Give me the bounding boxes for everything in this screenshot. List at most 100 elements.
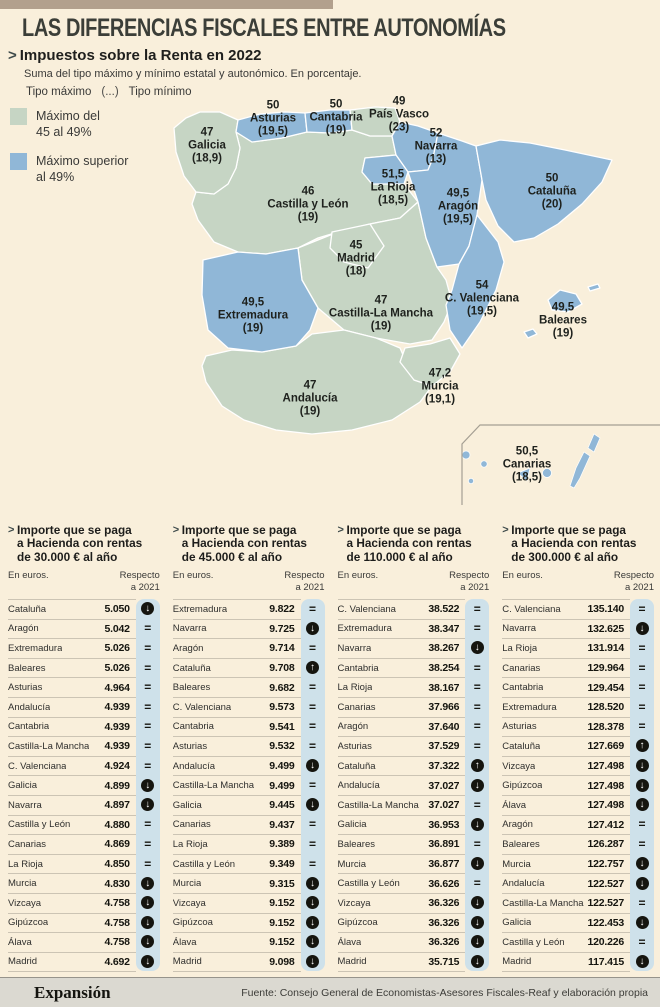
change-vs-2021-icon: [309, 779, 316, 791]
change-cell: [300, 873, 325, 893]
change-cell: [465, 677, 490, 697]
change-cell: [465, 834, 490, 854]
amount-value: 37.640: [428, 720, 460, 733]
table-row: Vizcaya 127.498: [502, 755, 654, 776]
amount-value: 38.254: [428, 662, 460, 675]
change-cell: [630, 775, 654, 795]
table-row: Cataluña 127.669: [502, 736, 654, 756]
table-row: Galicia 4.899: [8, 775, 160, 795]
change-cell: [300, 951, 325, 972]
change-cell: [135, 912, 160, 933]
amount-value: 127.669: [587, 740, 624, 753]
region-name: Vizcaya: [502, 760, 536, 772]
amount-value: 9.445: [269, 799, 295, 812]
amount-value: 4.758: [104, 897, 130, 910]
region-name: Canarias: [172, 819, 211, 831]
change-vs-2021-icon: [474, 720, 481, 732]
change-cell: [135, 696, 160, 717]
change-vs-2021-icon: [144, 701, 151, 713]
table-title: Importe que se paga a Hacienda con renta…: [511, 523, 637, 564]
region-c-valenciana-shape: [445, 214, 505, 349]
change-vs-2021-icon: [638, 662, 645, 674]
region-name: Navarra: [172, 623, 207, 635]
bullet-arrow-icon: >: [8, 47, 17, 64]
change-vs-2021-icon: [144, 720, 151, 732]
legend-label: Máximo del 45 al 49%: [36, 109, 100, 140]
change-vs-2021-icon: [638, 681, 645, 693]
change-cell: [135, 736, 160, 756]
change-vs-2021-icon: [144, 642, 151, 654]
amount-value: 4.758: [104, 916, 130, 929]
change-cell: [465, 696, 490, 717]
amount-value: 117.415: [588, 955, 624, 968]
table-row: C. Valenciana 135.140: [502, 599, 654, 619]
region-name: Galicia: [8, 780, 38, 792]
region-name: Aragón: [8, 623, 39, 635]
change-cell: [135, 794, 160, 815]
change-vs-2021-icon: [309, 818, 316, 830]
region-name: Castilla y León: [337, 878, 400, 890]
compare-label: Respecto a 2021: [449, 570, 490, 593]
amount-value: 122.527: [587, 897, 624, 910]
change-cell: [135, 657, 160, 678]
change-vs-2021-icon: [141, 602, 155, 616]
amount-value: 9.152: [269, 897, 295, 910]
change-vs-2021-icon: [474, 603, 481, 615]
region-la-rioja-shape: [361, 154, 409, 185]
change-vs-2021-icon: [638, 936, 645, 948]
units-label: En euros.: [8, 570, 49, 581]
change-cell: [300, 814, 325, 835]
region-name: Andalucía: [502, 878, 545, 890]
region-name: Cataluña: [8, 603, 47, 615]
change-vs-2021-icon: [474, 877, 481, 889]
change-vs-2021-icon: [638, 838, 645, 850]
region-galicia-shape: [173, 111, 241, 195]
region-name: Cantabria: [502, 682, 544, 694]
change-cell: [630, 853, 654, 874]
amount-value: 4.692: [104, 955, 130, 968]
change-cell: [300, 853, 325, 874]
table-row: Cantabria 38.254: [337, 657, 490, 678]
amount-value: 9.499: [269, 760, 295, 773]
change-vs-2021-icon: [638, 603, 645, 615]
change-cell: [630, 794, 654, 815]
table-row: Aragón 37.640: [337, 716, 490, 737]
methodology-note: Suma del tipo máximo y mínimo estatal y …: [24, 68, 362, 80]
table-rentas-110000: > Importe que se paga a Hacienda con ren…: [337, 523, 490, 972]
change-vs-2021-icon: [470, 778, 484, 792]
table-row: Castilla y León 120.226: [502, 932, 654, 952]
change-cell: [135, 932, 160, 952]
table-row: Baleares 36.891: [337, 834, 490, 854]
table-row: Aragón 127.412: [502, 814, 654, 835]
table-rentas-300000: > Importe que se paga a Hacienda con ren…: [502, 523, 654, 972]
island-lanzarote-shape: [587, 433, 601, 453]
table-row: Madrid 35.715: [337, 951, 490, 972]
table-row: Castilla y León 4.880: [8, 814, 160, 835]
amount-value: 4.939: [104, 740, 130, 753]
change-cell: [630, 755, 654, 776]
change-cell: [465, 755, 490, 776]
change-vs-2021-icon: [306, 661, 319, 675]
change-vs-2021-icon: [306, 935, 319, 949]
change-vs-2021-icon: [141, 798, 155, 812]
region-name: Madrid: [337, 956, 367, 968]
table-row: Asturias 128.378: [502, 716, 654, 737]
table-row: Murcia 36.877: [337, 853, 490, 874]
change-vs-2021-icon: [144, 760, 151, 772]
compare-label: Respecto a 2021: [284, 570, 325, 593]
change-cell: [630, 736, 654, 756]
change-vs-2021-icon: [309, 838, 316, 850]
region-name: Navarra: [337, 642, 372, 654]
change-cell: [300, 736, 325, 756]
region-name: Asturias: [8, 682, 43, 694]
amount-value: 127.498: [587, 760, 624, 773]
table-row: Murcia 9.315: [172, 873, 325, 893]
subtitle: > Impuestos sobre la Renta en 2022: [8, 47, 262, 64]
region-name: Andalucía: [8, 701, 51, 713]
region-name: Castilla-La Mancha: [502, 897, 584, 909]
table-row: Asturias 37.529: [337, 736, 490, 756]
table-row: Extremadura 9.822: [172, 599, 325, 619]
region-name: Galicia: [502, 917, 532, 929]
table-row: Galicia 9.445: [172, 794, 325, 815]
